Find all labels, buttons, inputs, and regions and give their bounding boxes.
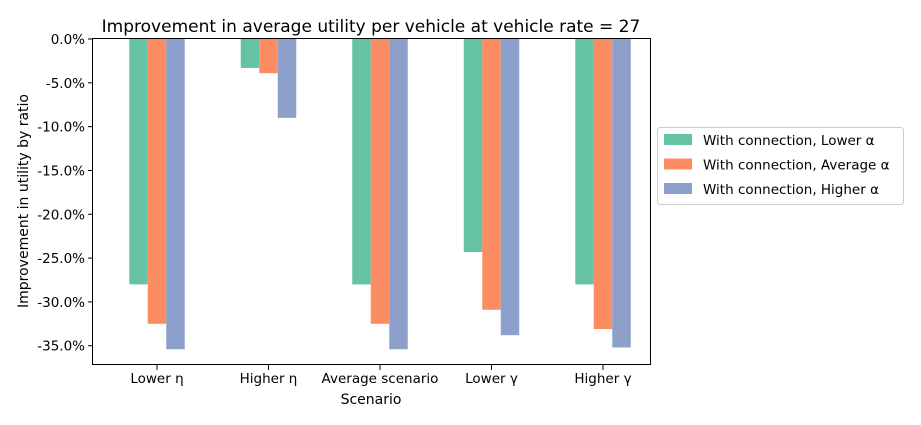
bar-series2-cat1 bbox=[277, 39, 297, 118]
bar-series0-cat4 bbox=[575, 39, 594, 285]
y-axis-label: Improvement in utility by ratio bbox=[16, 94, 32, 308]
bar-series1-cat2 bbox=[370, 39, 390, 324]
x-tick-label: Lower γ bbox=[465, 371, 518, 387]
legend-box bbox=[657, 127, 904, 205]
y-tick-label: 0.0% bbox=[51, 32, 85, 48]
chart-title: Improvement in average utility per vehic… bbox=[102, 17, 641, 37]
bar-series0-cat3 bbox=[463, 39, 483, 252]
y-tick-label: -15.0% bbox=[37, 163, 85, 179]
legend-label-0: With connection, Lower α bbox=[703, 133, 875, 149]
bar-series1-cat3 bbox=[482, 39, 501, 310]
x-tick-label: Average scenario bbox=[322, 371, 439, 387]
y-tick-label: -10.0% bbox=[37, 120, 85, 136]
x-axis-label: Scenario bbox=[341, 392, 402, 408]
y-tick-label: -30.0% bbox=[37, 295, 85, 311]
bar-series2-cat2 bbox=[389, 39, 408, 350]
x-tick-label: Higher γ bbox=[574, 371, 631, 387]
legend-swatch-1 bbox=[664, 158, 692, 170]
plot-frame bbox=[92, 38, 651, 365]
bar-series1-cat1 bbox=[259, 39, 278, 74]
bars-group bbox=[129, 39, 631, 350]
y-axis: 0.0% -5.0% -10.0% -15.0% -20.0% -25.0% -30.0% -… bbox=[37, 32, 93, 355]
legend-label-2: With connection, Higher α bbox=[703, 182, 879, 198]
x-tick-label: Lower η bbox=[130, 371, 183, 387]
legend: With connection, Lower α With connection,… bbox=[657, 127, 904, 205]
y-tick-label: -20.0% bbox=[37, 207, 85, 223]
bar-series0-cat1 bbox=[240, 39, 260, 68]
y-tick-label: -35.0% bbox=[37, 339, 85, 355]
y-tick-label: -25.0% bbox=[37, 251, 85, 267]
legend-swatch-0 bbox=[664, 134, 692, 145]
x-axis: Lower η Higher η Average scenario Lower γ Hi… bbox=[130, 365, 632, 387]
bar-series2-cat0 bbox=[166, 39, 185, 350]
legend-label-1: With connection, Average α bbox=[703, 158, 890, 174]
bar-series2-cat4 bbox=[612, 39, 631, 348]
bar-series1-cat4 bbox=[593, 39, 613, 330]
bar-series0-cat0 bbox=[129, 39, 148, 285]
bar-series1-cat0 bbox=[147, 39, 167, 324]
bar-series0-cat2 bbox=[352, 39, 371, 285]
bar-series2-cat3 bbox=[500, 39, 520, 336]
x-tick-label: Higher η bbox=[240, 371, 298, 387]
legend-swatch-2 bbox=[664, 183, 692, 194]
y-tick-label: -5.0% bbox=[46, 76, 85, 92]
